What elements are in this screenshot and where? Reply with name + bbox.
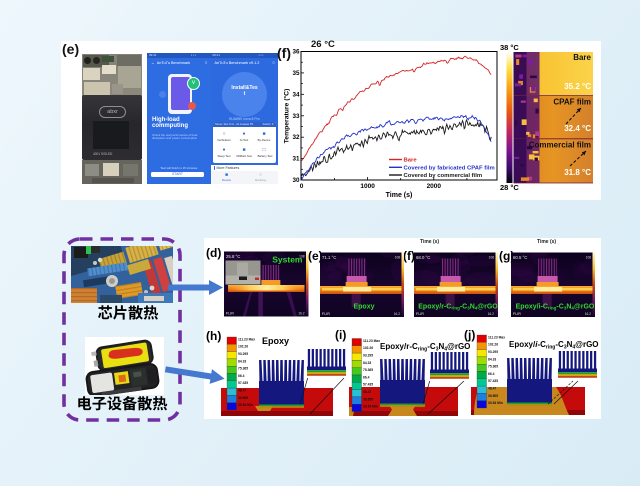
svg-text:93.295: 93.295 <box>238 352 248 356</box>
svg-text:CPAF film: CPAF film <box>553 98 591 107</box>
svg-text:30.54 Min: 30.54 Min <box>488 401 503 405</box>
svg-text:30.54 Min: 30.54 Min <box>363 405 378 409</box>
svg-text:75.365: 75.365 <box>363 368 373 372</box>
svg-text:66.4: 66.4 <box>488 372 495 376</box>
svg-text:84.33: 84.33 <box>488 357 496 361</box>
svg-text:68.0 °C: 68.0 °C <box>416 255 430 260</box>
svg-text:(j): (j) <box>464 328 475 342</box>
svg-text:25.8 °C: 25.8 °C <box>226 254 240 259</box>
svg-text:Covered by commercial film: Covered by commercial film <box>404 173 483 179</box>
svg-text:Commercial film: Commercial film <box>529 141 591 150</box>
svg-text:System: System <box>272 255 303 265</box>
svg-text:93.295: 93.295 <box>488 350 498 354</box>
svg-text:84.33: 84.33 <box>363 361 371 365</box>
svg-text:39.505: 39.505 <box>238 396 248 400</box>
svg-text:84.33: 84.33 <box>238 359 246 363</box>
svg-text:35: 35 <box>292 70 300 77</box>
svg-text:57.435: 57.435 <box>363 383 373 387</box>
svg-text:108: 108 <box>489 256 495 260</box>
svg-text:32: 32 <box>292 134 300 141</box>
svg-text:39.505: 39.505 <box>488 394 498 398</box>
svg-text:93.295: 93.295 <box>363 354 373 358</box>
svg-text:FLIR: FLIR <box>416 312 424 316</box>
svg-text:FLIR: FLIR <box>226 312 234 316</box>
svg-text:34: 34 <box>292 91 300 98</box>
svg-text:FLIR: FLIR <box>513 312 521 316</box>
svg-text:Epoxy/r-Cring-C3N4@rGO: Epoxy/r-Cring-C3N4@rGO <box>418 304 498 311</box>
svg-text:30.54 Min: 30.54 Min <box>238 403 253 407</box>
svg-text:66.4: 66.4 <box>363 375 370 379</box>
svg-text:39.505: 39.505 <box>363 397 373 401</box>
svg-text:Covered by fabricated CPAF fil: Covered by fabricated CPAF film <box>404 166 495 172</box>
svg-text:Epoxy/i-Cring-C3N4@rGO: Epoxy/i-Cring-C3N4@rGO <box>516 304 595 311</box>
svg-text:Time (s): Time (s) <box>386 192 413 199</box>
svg-text:Time (s): Time (s) <box>420 239 439 245</box>
svg-text:1000: 1000 <box>360 183 375 190</box>
svg-text:108: 108 <box>299 255 305 259</box>
svg-text:35.2 °C: 35.2 °C <box>564 82 591 91</box>
svg-text:31.8 °C: 31.8 °C <box>564 168 591 177</box>
svg-text:Epoxy/i-Cring-C3N4@rGO: Epoxy/i-Cring-C3N4@rGO <box>509 340 599 351</box>
svg-text:108: 108 <box>586 256 592 260</box>
svg-text:57.435: 57.435 <box>238 381 248 385</box>
svg-text:(e): (e) <box>308 249 323 263</box>
svg-text:Epoxy: Epoxy <box>353 304 374 311</box>
svg-text:Epoxy/r-Cring-C3N4@rGO: Epoxy/r-Cring-C3N4@rGO <box>380 342 470 353</box>
svg-text:Bare: Bare <box>404 158 418 164</box>
svg-text:48.47: 48.47 <box>238 389 246 393</box>
svg-text:111.23 Max: 111.23 Max <box>238 337 255 341</box>
svg-text:28 °C: 28 °C <box>500 183 519 192</box>
svg-text:16.2: 16.2 <box>394 312 400 316</box>
svg-text:75.365: 75.365 <box>238 367 248 371</box>
svg-text:16.2: 16.2 <box>488 312 494 316</box>
svg-text:16.2: 16.2 <box>585 312 591 316</box>
svg-text:(h): (h) <box>206 329 221 343</box>
svg-text:60.5 °C: 60.5 °C <box>513 255 527 260</box>
svg-text:102.26: 102.26 <box>488 343 498 347</box>
svg-text:31: 31 <box>292 156 300 163</box>
svg-text:FLIR: FLIR <box>322 312 330 316</box>
svg-text:111.23 Max: 111.23 Max <box>488 335 505 339</box>
svg-text:36: 36 <box>292 49 300 56</box>
svg-text:30: 30 <box>292 177 300 184</box>
svg-text:102.26: 102.26 <box>363 346 373 350</box>
svg-text:111.23 Max: 111.23 Max <box>363 339 380 343</box>
svg-text:66.4: 66.4 <box>238 374 245 378</box>
svg-text:16.2: 16.2 <box>298 312 304 316</box>
svg-text:75.365: 75.365 <box>488 365 498 369</box>
svg-text:38 °C: 38 °C <box>500 43 519 52</box>
svg-text:(d): (d) <box>206 246 221 260</box>
svg-text:(i): (i) <box>335 328 346 342</box>
svg-text:48.47: 48.47 <box>488 387 496 391</box>
svg-text:Bare: Bare <box>573 53 591 62</box>
svg-text:71.1 °C: 71.1 °C <box>322 255 336 260</box>
svg-text:57.435: 57.435 <box>488 379 498 383</box>
svg-text:(f): (f) <box>403 249 415 263</box>
svg-text:108: 108 <box>395 256 401 260</box>
svg-text:(g): (g) <box>499 249 514 263</box>
svg-text:33: 33 <box>292 113 300 120</box>
svg-text:Epoxy: Epoxy <box>262 336 289 346</box>
svg-text:Time (s): Time (s) <box>537 239 556 245</box>
svg-text:0: 0 <box>300 183 304 190</box>
svg-text:2000: 2000 <box>427 183 442 190</box>
svg-text:32.4 °C: 32.4 °C <box>564 124 591 133</box>
svg-text:Temperature (°C): Temperature (°C) <box>283 89 291 144</box>
svg-text:48.47: 48.47 <box>363 390 371 394</box>
svg-text:102.26: 102.26 <box>238 345 248 349</box>
